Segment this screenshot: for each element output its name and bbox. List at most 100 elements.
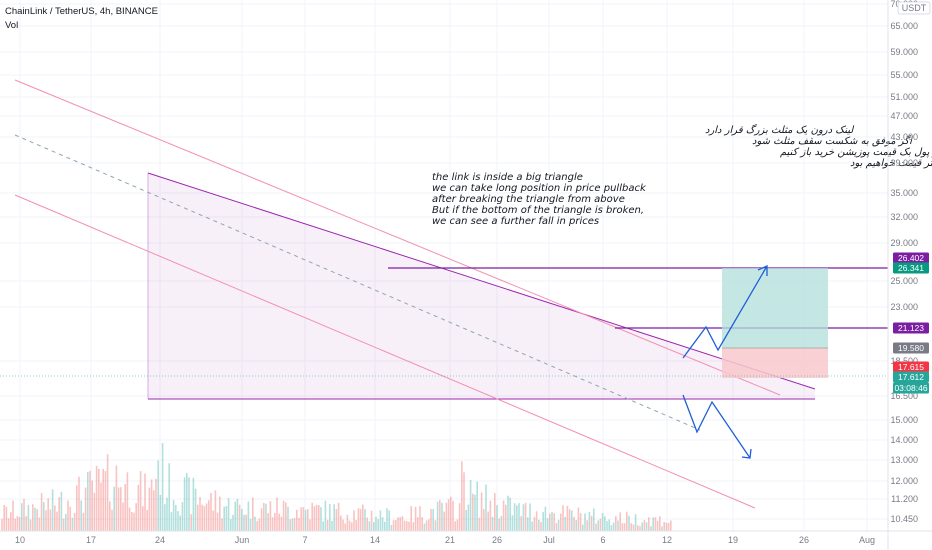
volume-bar [157, 460, 159, 531]
volume-bar [203, 506, 206, 531]
volume-bar [384, 521, 386, 531]
currency-badge[interactable] [897, 1, 931, 15]
volume-bar [555, 522, 558, 531]
y-tick-label: 55.000 [890, 70, 918, 80]
persian-note-line: ما میتوانیم در پول بک قیمت پوزیشن خرید ب… [780, 147, 932, 158]
volume-bar [117, 487, 120, 531]
volume-bar [476, 481, 478, 531]
volume-bar [170, 512, 173, 531]
volume-bar [133, 512, 135, 531]
volume-bar [654, 517, 657, 531]
y-tick-label: 12.000 [890, 476, 918, 486]
volume-bar [439, 500, 441, 531]
price-label-badge [893, 342, 929, 354]
y-tick-label: 10.450 [890, 514, 918, 524]
volume-bar [443, 511, 445, 531]
volume-bar [164, 504, 166, 531]
volume-bar [1, 518, 3, 531]
volume-bar [124, 483, 126, 531]
volume-bar [375, 516, 377, 531]
volume-bar [403, 520, 406, 531]
volume-bar [641, 522, 643, 531]
english-note-line: the link is inside a big triangle [432, 172, 583, 183]
persian-note-line: اگر موفق به شکست سقف مثلث شود [752, 135, 913, 147]
volume-bar [210, 492, 212, 531]
target-zone[interactable] [722, 268, 828, 348]
volume-bar [619, 512, 621, 531]
volume-bar [483, 509, 485, 531]
volume-bar [652, 517, 654, 531]
volume-bar [300, 507, 302, 531]
y-tick-label: 15.000 [890, 415, 918, 425]
volume-bar [148, 487, 151, 531]
volume-bar [324, 500, 327, 531]
volume-bar [529, 503, 531, 531]
currency-label: USDT [902, 3, 927, 13]
volume-bar [131, 512, 133, 531]
volume-bar [610, 525, 613, 531]
volume-bar [227, 498, 230, 531]
volume-bar [78, 476, 80, 531]
price-label-value: 03:08:46 [894, 383, 927, 393]
volume-bar [269, 501, 272, 531]
volume-bar [104, 471, 107, 531]
volume-bar [538, 519, 540, 531]
y-tick-label: 29.000 [890, 238, 918, 248]
time-axis[interactable]: 10 17 24 Jun 7 14 21 26 Jul 6 12 19 26 Aug [15, 535, 875, 545]
volume-bar [639, 526, 641, 531]
volume-bar [335, 509, 338, 531]
triangle-top-edge [147, 172, 816, 390]
y-tick-label: 25.000 [890, 276, 918, 286]
volume-bar [12, 500, 14, 531]
volume-bar [516, 505, 518, 531]
volume-bar [648, 517, 650, 531]
price-axis[interactable]: 70.00065.00059.00055.00051.00047.00043.0… [890, 0, 918, 524]
english-note-line: we can take long position in price pullb… [432, 183, 647, 194]
volume-bar [166, 497, 168, 531]
volume-bar [241, 508, 243, 531]
volume-bar [487, 511, 489, 531]
volume-bar [223, 506, 225, 531]
volume-bar [452, 500, 454, 531]
volume-bar [650, 526, 652, 531]
volume-bar [168, 463, 170, 531]
volume-bar [628, 515, 630, 531]
volume-bar [243, 514, 245, 531]
volume-bar [120, 487, 122, 531]
volume-bar [280, 516, 283, 531]
volume-bar [397, 517, 399, 531]
volume-bar [348, 520, 351, 531]
volume-bar [100, 482, 102, 531]
volume-bar [54, 505, 56, 531]
price-label-badge [893, 371, 929, 383]
volume-bar [263, 502, 265, 531]
volume-bar [329, 504, 331, 531]
volume-bar [111, 509, 113, 531]
volume-bar [309, 519, 311, 531]
volume-bar [214, 490, 217, 531]
y-tick-label: 39.000 [890, 158, 918, 168]
volume-bar [36, 509, 38, 531]
volume-bar [626, 511, 628, 531]
volume-bar [593, 508, 595, 531]
stop-zone[interactable] [722, 348, 828, 378]
volume-bar [69, 506, 71, 531]
volume-bar [546, 518, 549, 531]
volume-bar [249, 519, 252, 531]
volume-bar [216, 512, 219, 531]
volume-bar [232, 514, 234, 531]
volume-bar [522, 504, 525, 531]
volume-bar [190, 514, 192, 531]
volume-bar [408, 521, 410, 531]
volume-bar [533, 516, 536, 531]
volume-bar [225, 505, 228, 531]
volume-bar [71, 517, 74, 531]
volume-bar [505, 504, 507, 531]
volume-bar [146, 509, 148, 531]
volume-bar [494, 493, 496, 531]
volume-bar [637, 525, 639, 531]
volume-bar [304, 509, 307, 531]
volume-bar [392, 520, 395, 531]
